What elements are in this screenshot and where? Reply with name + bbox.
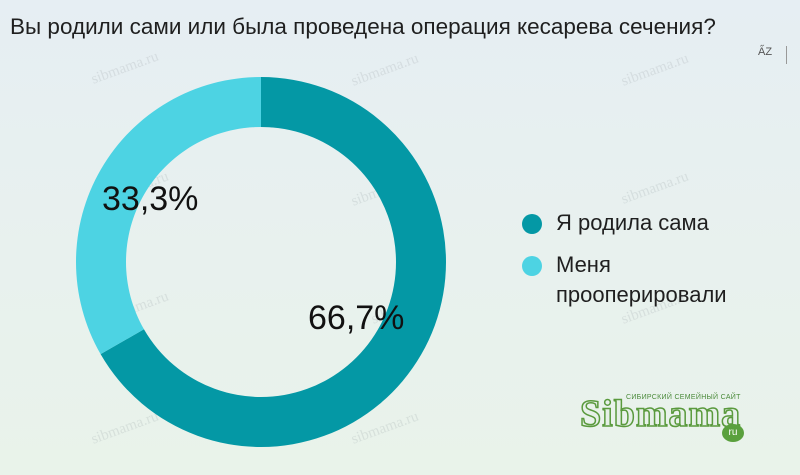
sibmama-logo: СИБИРСКИЙ СЕМЕЙНЫЙ САЙТ Sibmama ru <box>579 392 744 442</box>
legend-item-1[interactable]: Меня прооперировали <box>522 250 786 310</box>
logo-tagline: СИБИРСКИЙ СЕМЕЙНЫЙ САЙТ <box>626 394 741 401</box>
logo-brand: Sibmama <box>579 392 742 436</box>
chart-legend: Я родила сама Меня прооперировали <box>522 208 786 322</box>
legend-item-0[interactable]: Я родила сама <box>522 208 786 238</box>
legend-label-0: Я родила сама <box>556 210 709 235</box>
legend-swatch-0 <box>522 214 542 234</box>
slice-label-0: 66,7% <box>308 299 404 337</box>
toolbar-divider <box>786 46 787 64</box>
legend-label-1: Меня прооперировали <box>556 252 727 307</box>
logo-domain: ru <box>722 424 744 442</box>
sort-icon[interactable]: A̋Z <box>758 46 773 58</box>
slice-label-1: 33,3% <box>102 180 198 218</box>
donut-slice-1[interactable] <box>75 77 262 355</box>
legend-swatch-1 <box>522 256 542 276</box>
donut-slice-0[interactable] <box>100 77 446 447</box>
chart-title: Вы родили сами или была проведена операц… <box>10 14 716 39</box>
